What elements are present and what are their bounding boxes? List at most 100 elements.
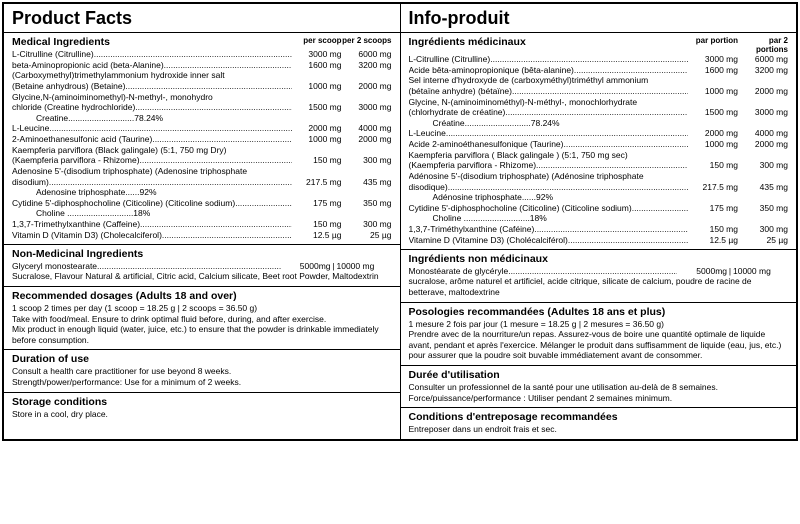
ingredient-v2: 350 mg	[738, 203, 788, 214]
dosage-heading: Posologies recommandées (Adultes 18 ans …	[409, 306, 789, 318]
ingredient-name: (bétaïne anhydre) (bétaïne)	[409, 86, 689, 97]
storage-text: Entreposer dans un endroit frais et sec.	[409, 424, 789, 435]
ingredient-name: Kaempferia parviflora (Black galingale) …	[12, 145, 392, 156]
ingredient-name: chloride (Creatine hydrochloride)	[12, 102, 292, 113]
ingredient-row: Acide bêta-aminopropionique (bêta-alanin…	[409, 65, 789, 76]
ingredient-name: Adénosine 5'-(disodium triphosphate) (Ad…	[409, 171, 789, 182]
storage-heading: Conditions d'entreposage recommandées	[409, 411, 789, 423]
ingredient-name: disodium)	[12, 177, 292, 188]
col-fr: Info-produitIngrédients médicinauxpar po…	[401, 4, 797, 439]
dosage-text: 1 scoop 2 times per day (1 scoop = 18.25…	[12, 303, 392, 346]
col1-header: par portion	[688, 36, 738, 54]
medical-ingredients-section: Medical Ingredientsper scoopper 2 scoops…	[4, 33, 400, 245]
ingredient-v2: 6000 mg	[342, 49, 392, 60]
duration-text: Consulter un professionnel de la santé p…	[409, 382, 789, 403]
ingredient-v2: 4000 mg	[342, 123, 392, 134]
ingredient-row: disodique)217.5 mg435 mg	[409, 182, 789, 193]
ingredient-v1: 12.5 µg	[292, 230, 342, 241]
ingredient-name: Cytidine 5'-diphosphocholine (Citicoline…	[12, 198, 292, 209]
ingredient-name: Créatine............................78.2…	[409, 118, 789, 129]
medical-header-row: Ingrédients médicinauxpar portionpar 2 p…	[409, 36, 789, 54]
nonmed-heading: Ingrédients non médicinaux	[409, 253, 789, 265]
ingredient-row: Cytidine 5'-diphosphocholine (Citicoline…	[409, 203, 789, 214]
ingredient-v2: 300 mg	[738, 160, 788, 171]
ingredient-row: (Betaine anhydrous) (Betaine)1000 mg2000…	[12, 81, 392, 92]
ingredient-row: (Kaempferia parviflora - Rhizome)150 mg3…	[12, 155, 392, 166]
col2-header: par 2 portions	[738, 36, 788, 54]
ingredient-v2: 3200 mg	[738, 65, 788, 76]
ingredient-name: L-Citrulline (Citrulline)	[409, 54, 689, 65]
ingredient-name: Vitamine D (Vitamine D3) (Cholécalciféro…	[409, 235, 689, 246]
col1-header: per scoop	[292, 36, 342, 49]
ingredient-row: Créatine............................78.2…	[409, 118, 789, 129]
ingredient-v1: 217.5 mg	[688, 182, 738, 193]
ingredient-name: Glycine, N-(aminoiminométhyl)-N-méthyl-,…	[409, 97, 789, 108]
nonmed-row: Glyceryl monostearate5000mg|10000 mg	[12, 261, 392, 271]
ingredient-v2: 2000 mg	[342, 81, 392, 92]
nonmed-heading: Non-Medicinal Ingredients	[12, 248, 392, 260]
ingredient-v1: 150 mg	[292, 155, 342, 166]
dosage-section: Recommended dosages (Adults 18 and over)…	[4, 287, 400, 351]
ingredient-row: L-Citrulline (Citrulline)3000 mg6000 mg	[12, 49, 392, 60]
ingredient-name: (chlorhydrate de créatine)	[409, 107, 689, 118]
medical-heading: Ingrédients médicinaux	[409, 36, 689, 53]
ingredient-v2: 2000 mg	[342, 134, 392, 145]
storage-section: Storage conditionsStore in a cool, dry p…	[4, 393, 400, 424]
ingredient-row: Choline ............................18%	[409, 213, 789, 224]
ingredient-name: Adenosine triphosphate......92%	[12, 187, 392, 198]
ingredient-v2: 3000 mg	[738, 107, 788, 118]
ingredient-v1: 1000 mg	[292, 81, 342, 92]
ingredient-v1: 150 mg	[688, 224, 738, 235]
ingredient-name: L-Leucine	[12, 123, 292, 134]
ingredient-v2: 4000 mg	[738, 128, 788, 139]
ingredient-v2: 25 µg	[342, 230, 392, 241]
ingredient-row: (bétaïne anhydre) (bétaïne)1000 mg2000 m…	[409, 86, 789, 97]
nonmed-name: Glyceryl monostearate	[12, 261, 281, 271]
ingredient-v2: 435 mg	[738, 182, 788, 193]
ingredient-name: Acide 2-aminoéthanesulfonique (Taurine)	[409, 139, 689, 150]
ingredient-row: Vitamin D (Vitamin D3) (Cholecalciferol)…	[12, 230, 392, 241]
ingredient-v1: 1600 mg	[292, 60, 342, 71]
ingredient-v1: 1500 mg	[292, 102, 342, 113]
ingredient-v1: 217.5 mg	[292, 177, 342, 188]
ingredient-row: Choline ............................18%	[12, 208, 392, 219]
ingredient-v1: 2000 mg	[292, 123, 342, 134]
ingredient-name: L-Citrulline (Citrulline)	[12, 49, 292, 60]
ingredient-v1: 1000 mg	[688, 139, 738, 150]
nonmed-v2: 10000 mg	[733, 266, 788, 276]
ingredient-name: Choline ............................18%	[409, 213, 789, 224]
ingredient-v2: 350 mg	[342, 198, 392, 209]
ingredient-name: 1,3,7-Trimethylxanthine (Caffeine)	[12, 219, 292, 230]
ingredient-v2: 300 mg	[342, 155, 392, 166]
ingredient-row: Adenosine triphosphate......92%	[12, 187, 392, 198]
nonmed-v1: 5000mg	[281, 261, 331, 271]
ingredient-v1: 1600 mg	[688, 65, 738, 76]
ingredient-v1: 1000 mg	[688, 86, 738, 97]
ingredient-v2: 6000 mg	[738, 54, 788, 65]
ingredient-v1: 12.5 µg	[688, 235, 738, 246]
ingredient-row: beta-Aminopropionic acid (beta-Alanine)1…	[12, 60, 392, 71]
ingredient-row: Kaempferia parviflora ( Black galingale …	[409, 150, 789, 161]
ingredient-v2: 3000 mg	[342, 102, 392, 113]
medical-header-row: Medical Ingredientsper scoopper 2 scoops	[12, 36, 392, 49]
ingredient-v2: 3200 mg	[342, 60, 392, 71]
ingredient-row: Adénosine 5'-(disodium triphosphate) (Ad…	[409, 171, 789, 182]
ingredient-name: L-Leucine	[409, 128, 689, 139]
ingredient-row: Sel interne d'hydroxyde de (carboxyméthy…	[409, 75, 789, 86]
ingredient-name: (Kaempferia parviflora - Rhizome)	[12, 155, 292, 166]
ingredient-name: Acide bêta-aminopropionique (bêta-alanin…	[409, 65, 689, 76]
duration-section: Durée d'utilisationConsulter un professi…	[401, 366, 797, 408]
ingredient-row: Cytidine 5'-diphosphocholine (Citicoline…	[12, 198, 392, 209]
ingredient-row: 1,3,7-Triméthylxanthine (Caféine)150 mg3…	[409, 224, 789, 235]
ingredient-name: Sel interne d'hydroxyde de (carboxyméthy…	[409, 75, 789, 86]
ingredient-name: beta-Aminopropionic acid (beta-Alanine)	[12, 60, 292, 71]
nonmed-text: sucralose, arôme naturel et artificiel, …	[409, 276, 789, 297]
dosage-heading: Recommended dosages (Adults 18 and over)	[12, 290, 392, 302]
nonmed-section: Ingrédients non médicinauxMonostéarate d…	[401, 250, 797, 302]
ingredient-v1: 3000 mg	[688, 54, 738, 65]
dosage-text: 1 mesure 2 fois par jour (1 mesure = 18.…	[409, 319, 789, 362]
ingredient-name: Choline ............................18%	[12, 208, 392, 219]
duration-text: Consult a health care practitioner for u…	[12, 366, 392, 387]
ingredient-name: Creatine............................78.2…	[12, 113, 392, 124]
ingredient-row: disodium)217.5 mg435 mg	[12, 177, 392, 188]
